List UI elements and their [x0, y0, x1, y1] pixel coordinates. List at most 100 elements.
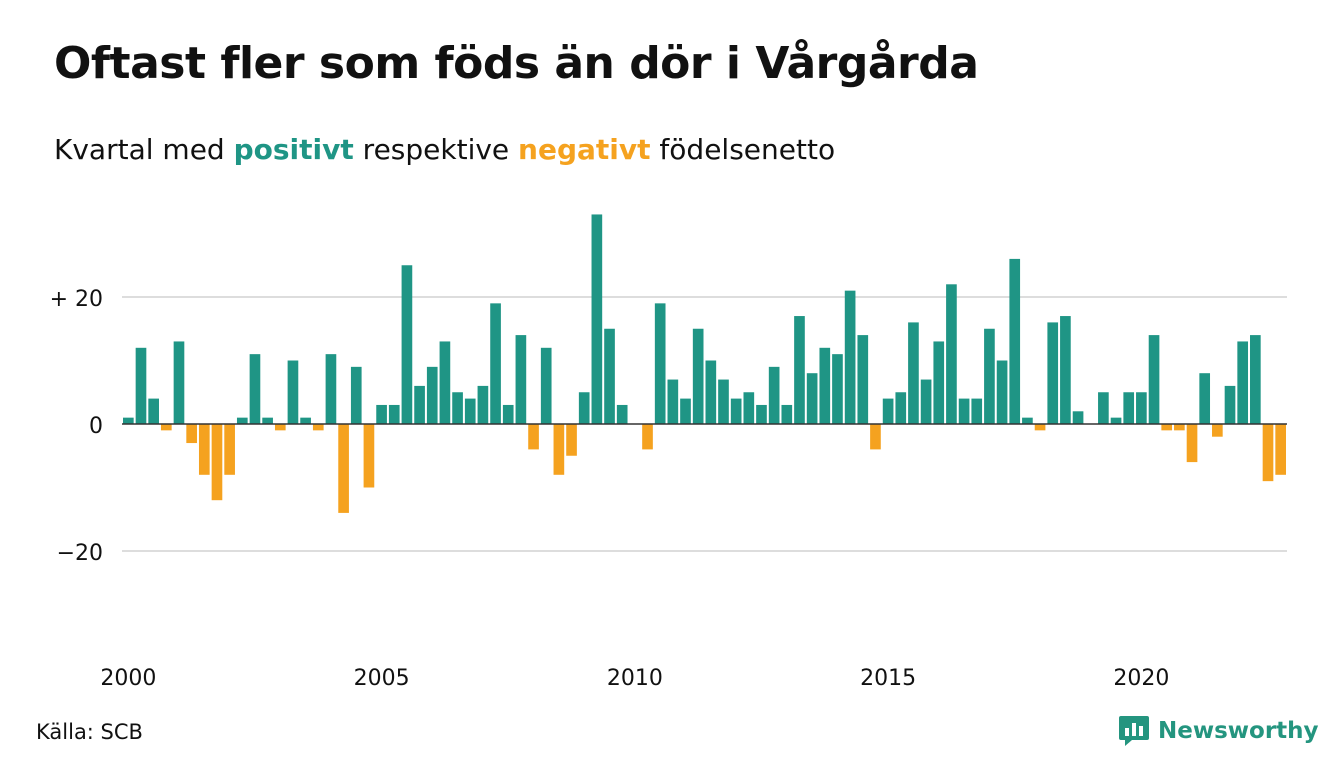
bar-negative: [198, 424, 210, 475]
bar-positive: [1110, 417, 1122, 424]
source-note: Källa: SCB: [36, 720, 143, 744]
brand-logo: Newsworthy: [1118, 714, 1319, 748]
bar-positive: [439, 341, 451, 424]
bar-positive: [908, 322, 919, 424]
bar-negative: [363, 424, 375, 488]
bar-positive: [591, 214, 603, 424]
bar-positive: [984, 328, 995, 424]
bar-positive: [287, 360, 299, 424]
subtitle-negative-highlight: negativt: [518, 133, 651, 166]
bar-positive: [654, 303, 666, 424]
bar-positive: [1047, 322, 1059, 424]
bar-positive: [148, 398, 159, 424]
bar-positive: [452, 392, 463, 424]
bar-positive: [388, 404, 400, 424]
chart-subtitle: Kvartal med positivt respektive negativt…: [54, 133, 835, 166]
bar-negative: [224, 424, 235, 475]
x-tick-label: 2000: [100, 666, 156, 691]
bar-positive: [1148, 335, 1160, 424]
chart-title: Oftast fler som föds än dör i Vårgårda: [54, 38, 979, 89]
bar-positive: [680, 398, 691, 424]
bar-positive: [768, 366, 780, 424]
bar-negative: [553, 424, 565, 475]
subtitle-text-end: födelsenetto: [650, 133, 836, 166]
bar-positive: [1250, 335, 1261, 424]
bar-positive: [502, 404, 514, 424]
bar-positive: [1199, 373, 1211, 424]
bar-negative: [160, 424, 172, 431]
bar-positive: [730, 398, 742, 424]
bar-positive: [123, 417, 134, 424]
bar-negative: [1186, 424, 1198, 463]
bar-negative: [1174, 424, 1185, 431]
subtitle-text-middle: respektive: [353, 133, 519, 166]
bar-positive: [705, 360, 717, 424]
grid-lines: [122, 296, 1287, 552]
newsworthy-logo-icon: [1119, 716, 1149, 746]
bar-negative: [1034, 424, 1046, 431]
bar-positive: [781, 404, 793, 424]
bar-chart: + 20 0 −20 2000 2005 2010 2015 2020: [50, 214, 1287, 691]
bar-positive: [832, 354, 843, 424]
bar-positive: [540, 347, 552, 424]
bar-positive: [756, 404, 767, 424]
y-tick-label: −20: [57, 541, 103, 566]
bar-positive: [490, 303, 501, 424]
bar-positive: [692, 328, 704, 424]
bar-positive: [857, 335, 869, 424]
bar-positive: [1136, 392, 1147, 424]
bar-positive: [996, 360, 1008, 424]
bar-positive: [616, 404, 628, 424]
bar-positive: [464, 398, 476, 424]
bar-positive: [946, 284, 957, 424]
bar-positive: [806, 373, 818, 424]
bar-negative: [1161, 424, 1173, 431]
bar-positive: [844, 290, 856, 424]
bar-positive: [819, 347, 831, 424]
bar-negative: [186, 424, 197, 444]
bar-negative: [312, 424, 324, 431]
bar-negative: [338, 424, 349, 513]
axis-layer: + 20 0 −20 2000 2005 2010 2015 2020: [50, 287, 1287, 691]
bar-series: [123, 214, 1286, 513]
bar-positive: [173, 341, 185, 424]
bar-positive: [604, 328, 615, 424]
bar-positive: [414, 385, 425, 424]
bar-positive: [794, 316, 805, 424]
bar-negative: [566, 424, 577, 456]
bar-positive: [477, 385, 489, 424]
y-tick-label: + 20: [50, 287, 103, 312]
bar-positive: [1009, 258, 1021, 424]
bar-positive: [920, 379, 932, 424]
bar-positive: [249, 354, 261, 424]
bar-positive: [135, 347, 147, 424]
bar-positive: [376, 404, 387, 424]
bar-negative: [211, 424, 223, 501]
bar-positive: [895, 392, 907, 424]
bar-positive: [933, 341, 945, 424]
bar-positive: [515, 335, 527, 424]
bar-positive: [718, 379, 729, 424]
subtitle-text-start: Kvartal med: [54, 133, 234, 166]
bar-negative: [870, 424, 881, 450]
bar-negative: [528, 424, 539, 450]
bar-positive: [325, 354, 337, 424]
bar-positive: [401, 265, 413, 424]
brand-name: Newsworthy: [1158, 718, 1319, 744]
bar-positive: [667, 379, 679, 424]
bar-positive: [236, 417, 248, 424]
bar-negative: [642, 424, 653, 450]
bar-positive: [1060, 316, 1071, 424]
x-tick-label: 2010: [607, 666, 663, 691]
bar-positive: [1098, 392, 1109, 424]
bar-positive: [262, 417, 273, 424]
bar-positive: [350, 366, 362, 424]
x-tick-label: 2020: [1113, 666, 1169, 691]
bar-negative: [1275, 424, 1286, 475]
bar-positive: [1123, 392, 1135, 424]
bar-negative: [274, 424, 286, 431]
bar-positive: [1072, 411, 1084, 424]
bar-negative: [1262, 424, 1274, 482]
x-tick-label: 2015: [860, 666, 916, 691]
y-tick-label: 0: [89, 414, 103, 439]
